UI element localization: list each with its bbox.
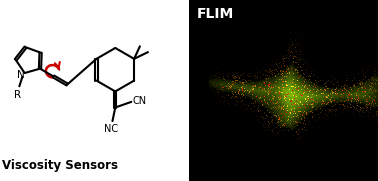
Text: R: R [14, 90, 21, 100]
Text: N: N [17, 70, 24, 80]
Text: Viscosity Sensors: Viscosity Sensors [3, 159, 118, 172]
Text: NC: NC [104, 124, 118, 134]
Text: CN: CN [133, 96, 147, 106]
Text: FLIM: FLIM [197, 7, 234, 21]
